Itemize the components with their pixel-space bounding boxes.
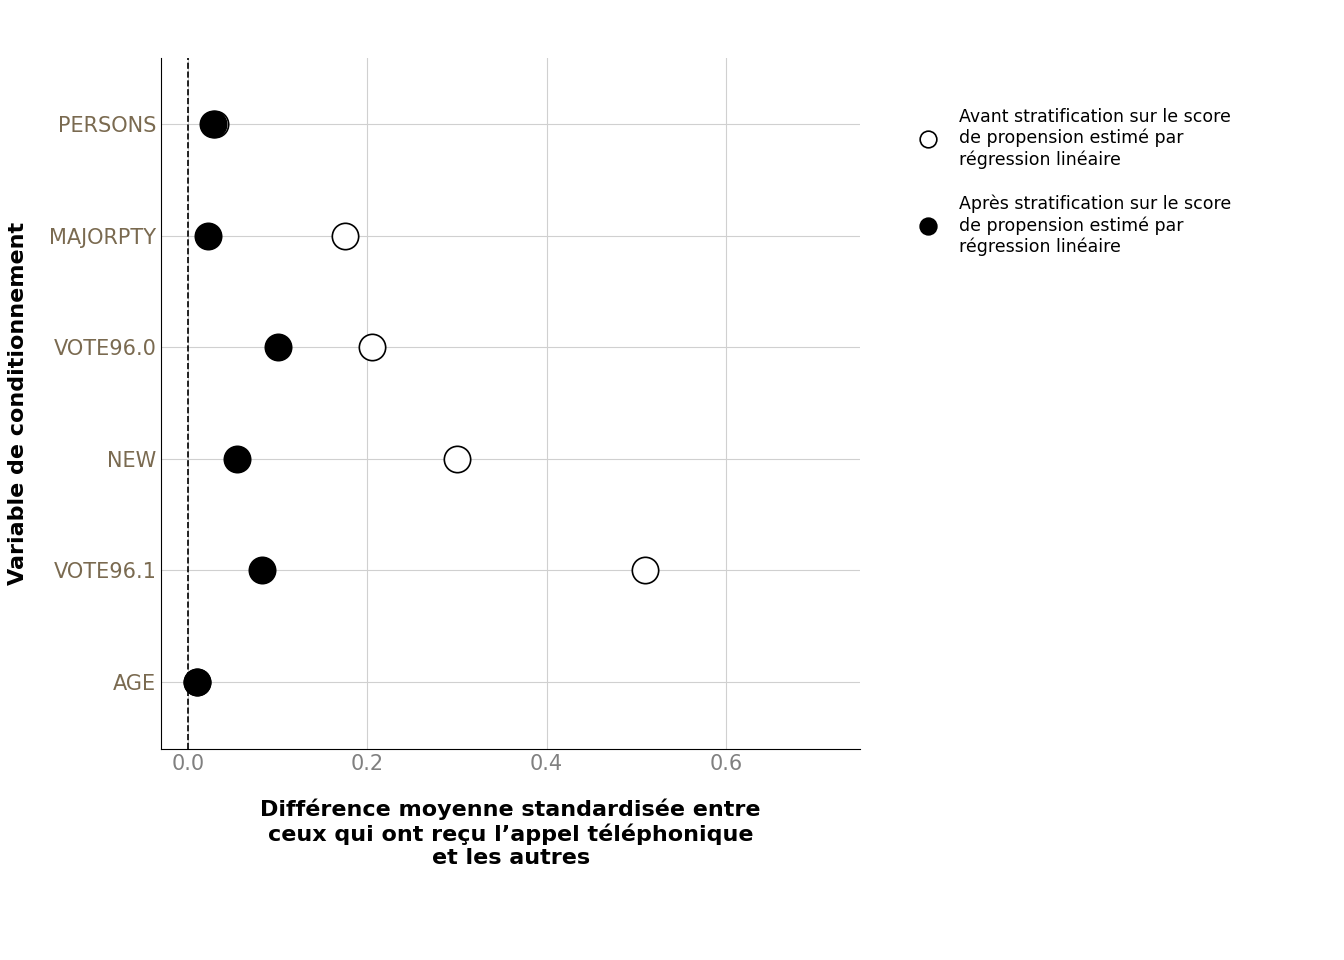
Legend: Avant stratification sur le score
de propension estimé par
régression linéaire, : Avant stratification sur le score de pro…: [903, 101, 1239, 263]
X-axis label: Différence moyenne standardisée entre
ceux qui ont reçu l’appel téléphonique
et : Différence moyenne standardisée entre ce…: [261, 799, 761, 869]
Point: [267, 340, 289, 355]
Point: [446, 451, 468, 467]
Point: [362, 340, 383, 355]
Point: [634, 563, 656, 578]
Y-axis label: Variable de conditionnement: Variable de conditionnement: [8, 222, 28, 585]
Point: [203, 117, 224, 132]
Point: [335, 228, 356, 244]
Point: [187, 674, 208, 689]
Point: [227, 451, 249, 467]
Point: [251, 563, 273, 578]
Point: [204, 117, 226, 132]
Point: [187, 674, 208, 689]
Point: [198, 228, 219, 244]
